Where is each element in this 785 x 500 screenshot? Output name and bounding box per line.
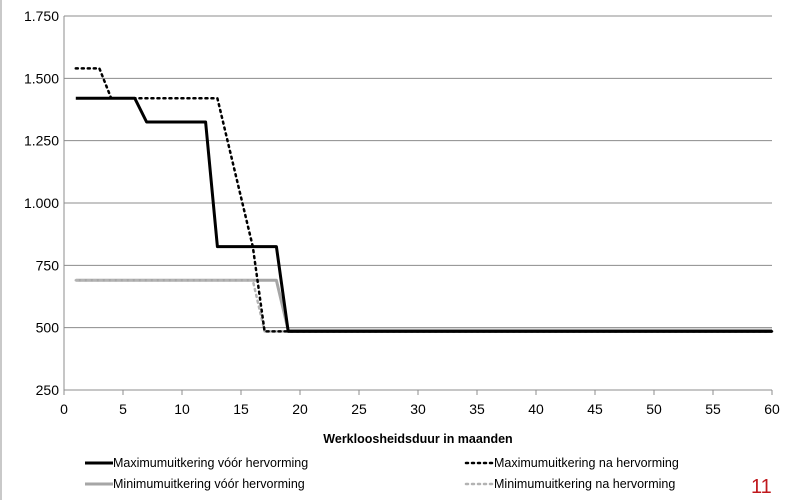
page-number: 11 xyxy=(751,476,772,498)
series-line-3 xyxy=(75,278,772,332)
y-tick-label: 750 xyxy=(36,257,60,273)
x-tick-label: 50 xyxy=(646,401,662,417)
legend: Maximumuitkering vóór hervorming Maximumu… xyxy=(85,456,679,491)
grid-layer xyxy=(64,15,772,391)
x-tick-label: 40 xyxy=(528,401,544,417)
y-tick-label: 250 xyxy=(36,382,60,398)
x-tick-label: 25 xyxy=(351,401,367,417)
y-tick-label: 1.250 xyxy=(24,133,59,149)
legend-label-4: Minimumuitkering na hervorming xyxy=(494,477,675,491)
series-line-4 xyxy=(74,279,774,333)
y-tick-label: 500 xyxy=(36,320,60,336)
x-tick-label: 55 xyxy=(705,401,721,417)
x-tick-label: 5 xyxy=(119,401,127,417)
y-tick-label: 1.000 xyxy=(24,195,59,211)
series-line-2 xyxy=(74,67,774,333)
x-tick-label: 20 xyxy=(292,401,308,417)
x-tick-label: 0 xyxy=(60,401,68,417)
axis-layer xyxy=(63,16,773,395)
x-axis-title: Werkloosheidsduur in maanden xyxy=(323,432,512,446)
series-layer xyxy=(74,67,774,333)
x-tick-label: 35 xyxy=(469,401,485,417)
page-left-edge xyxy=(0,0,2,500)
x-tick-label: 60 xyxy=(764,401,780,417)
label-layer: 250 500 750 1.000 1.250 1.500 1.750 0 5 10 15 20 25 3… xyxy=(24,8,780,417)
x-tick-label: 30 xyxy=(410,401,426,417)
legend-label-3: Minimumuitkering vóór hervorming xyxy=(113,477,305,491)
x-tick-label: 10 xyxy=(174,401,190,417)
y-tick-label: 1.500 xyxy=(24,70,59,86)
x-tick-label: 45 xyxy=(587,401,603,417)
legend-label-2: Maximumuitkering na hervorming xyxy=(494,456,679,470)
y-tick-label: 1.750 xyxy=(24,8,59,24)
legend-label-1: Maximumuitkering vóór hervorming xyxy=(113,456,308,470)
series-line-1 xyxy=(75,96,772,333)
x-tick-label: 15 xyxy=(233,401,249,417)
